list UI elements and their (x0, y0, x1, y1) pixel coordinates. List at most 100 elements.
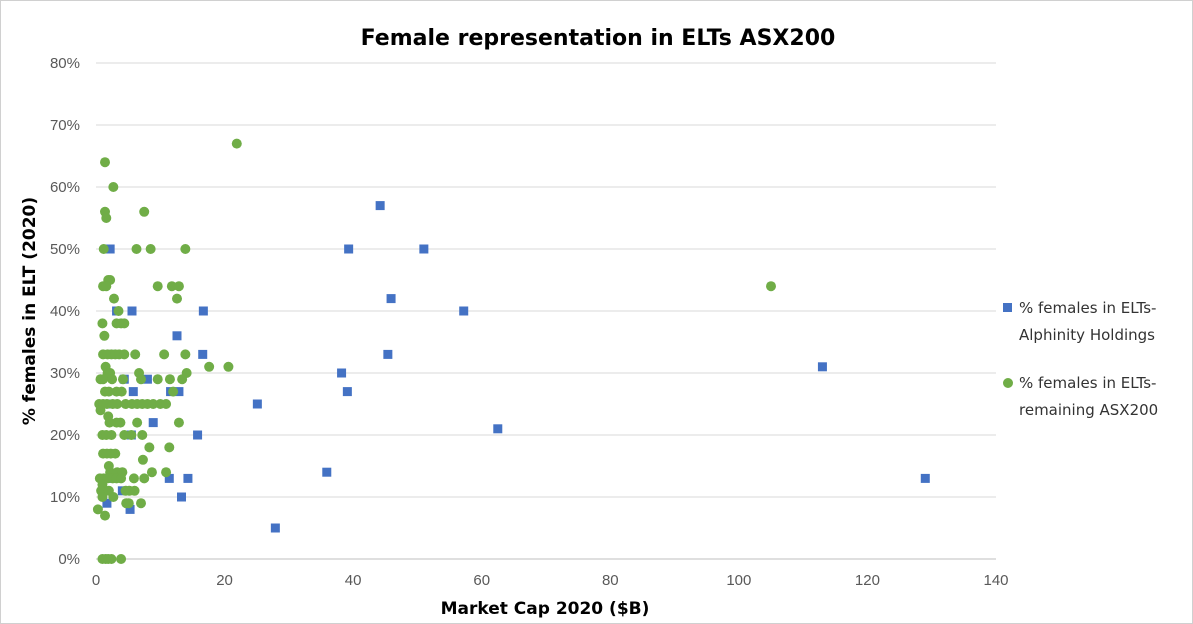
data-point-alphinity (493, 424, 503, 434)
data-point-remaining (103, 386, 114, 397)
data-point-alphinity (183, 473, 193, 483)
x-tick-label: 100 (726, 572, 751, 589)
data-point-remaining (128, 473, 139, 484)
y-tick-label: 0% (58, 551, 80, 568)
data-point-remaining (106, 430, 117, 440)
data-point-remaining (164, 374, 175, 385)
data-point-remaining (116, 554, 127, 564)
x-tick-label: 0 (92, 572, 100, 589)
data-point-alphinity (344, 244, 354, 254)
data-point-remaining (95, 405, 106, 416)
chart-title: Female representation in ELTs ASX200 (361, 26, 836, 51)
data-points (92, 138, 930, 564)
data-point-alphinity (102, 498, 112, 508)
data-point-remaining (98, 244, 109, 254)
data-point-remaining (173, 281, 184, 292)
data-point-alphinity (172, 331, 182, 341)
data-point-alphinity (419, 244, 429, 254)
data-point-remaining (131, 244, 142, 254)
x-tick-label: 120 (855, 572, 880, 589)
data-point-alphinity (193, 430, 203, 440)
data-point-remaining (161, 467, 172, 478)
legend-label-line: remaining ASX200 (1019, 401, 1158, 419)
gridlines (96, 62, 996, 498)
data-point-alphinity (198, 349, 208, 359)
data-point-remaining (137, 430, 148, 440)
legend-label: % females in ELTs-remaining ASX200 (1019, 374, 1158, 419)
data-point-remaining (92, 504, 103, 515)
data-point-remaining (152, 281, 163, 292)
data-point-remaining (101, 213, 112, 223)
legend-label-line: Alphinity Holdings (1019, 326, 1155, 344)
data-point-remaining (172, 293, 182, 304)
data-point-remaining (132, 417, 143, 428)
data-point-remaining (180, 349, 191, 360)
data-point-remaining (139, 206, 150, 217)
data-point-remaining (119, 349, 130, 360)
x-axis-ticks: 0 20 40 60 80 100 120 140 (92, 572, 1009, 589)
data-point-alphinity (270, 523, 280, 533)
data-point-remaining (136, 374, 146, 385)
data-point-alphinity (174, 387, 184, 397)
data-point-alphinity (459, 306, 469, 316)
data-point-remaining (115, 417, 126, 428)
data-point-remaining (139, 473, 150, 484)
y-tick-label: 10% (50, 489, 80, 506)
data-point-remaining (107, 374, 118, 385)
data-point-remaining (119, 318, 130, 329)
data-point-remaining (148, 399, 159, 409)
data-point-remaining (231, 138, 242, 149)
data-point-alphinity (386, 294, 396, 304)
data-point-alphinity (342, 387, 352, 397)
legend-marker-alphinity (1003, 303, 1012, 312)
legend-marker-remaining (1003, 378, 1013, 388)
y-tick-label: 20% (50, 427, 80, 444)
data-point-remaining (223, 361, 234, 372)
data-point-remaining (118, 374, 128, 385)
data-point-remaining (116, 386, 127, 397)
x-tick-label: 40 (345, 572, 362, 589)
data-point-remaining (136, 498, 146, 509)
data-point-alphinity (148, 418, 158, 428)
data-point-alphinity (177, 492, 186, 502)
data-point-alphinity (125, 504, 135, 514)
data-point-remaining (146, 467, 157, 478)
legend-label-line: % females in ELTs- (1019, 374, 1156, 392)
data-point-remaining (97, 318, 108, 329)
data-point-remaining (100, 510, 110, 521)
data-point-remaining (173, 417, 184, 428)
y-axis-title: % females in ELT (2020) (20, 197, 40, 425)
data-point-remaining (166, 281, 177, 292)
data-point-remaining (137, 454, 148, 465)
data-point-remaining (113, 306, 124, 316)
data-point-remaining (104, 417, 115, 428)
data-point-remaining (108, 182, 119, 192)
data-point-alphinity (375, 201, 385, 211)
legend-label-line: % females in ELTs- (1019, 299, 1156, 317)
y-tick-label: 40% (50, 303, 80, 320)
data-point-remaining (180, 244, 191, 254)
data-point-alphinity (322, 467, 332, 477)
data-point-alphinity (164, 473, 174, 483)
y-tick-label: 70% (50, 117, 80, 134)
y-tick-label: 50% (50, 241, 80, 258)
data-point-remaining (97, 492, 108, 502)
data-point-remaining (152, 374, 163, 385)
data-point-remaining (159, 349, 170, 360)
data-point-remaining (101, 281, 112, 292)
x-tick-label: 80 (602, 572, 619, 589)
data-point-remaining (168, 386, 179, 397)
data-point-remaining (98, 374, 109, 385)
data-point-alphinity (383, 349, 393, 359)
data-point-remaining (164, 442, 175, 453)
data-point-alphinity (252, 399, 262, 409)
y-tick-label: 60% (50, 179, 80, 196)
data-point-remaining (130, 349, 141, 360)
data-point-remaining (116, 473, 127, 484)
data-point-remaining (129, 485, 140, 496)
y-tick-label: 80% (50, 55, 80, 72)
data-point-remaining (177, 374, 188, 385)
x-axis-title: Market Cap 2020 ($B) (441, 599, 650, 619)
